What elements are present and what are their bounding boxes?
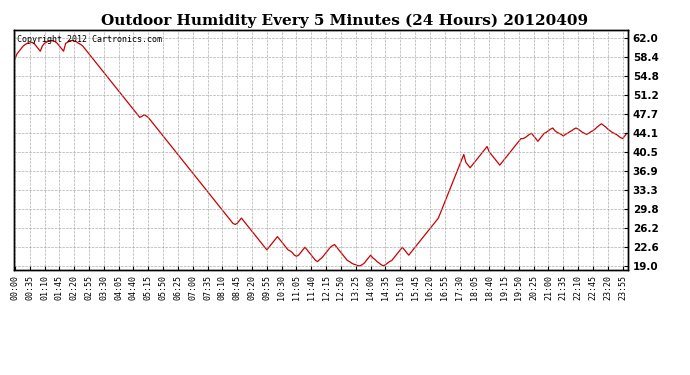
Text: Outdoor Humidity Every 5 Minutes (24 Hours) 20120409: Outdoor Humidity Every 5 Minutes (24 Hou… <box>101 13 589 27</box>
Text: Copyright 2012 Cartronics.com: Copyright 2012 Cartronics.com <box>17 35 162 44</box>
